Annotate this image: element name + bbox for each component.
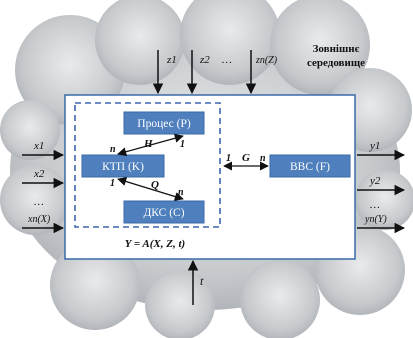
q-link — [117, 177, 184, 201]
h-link-n: n — [110, 144, 116, 155]
right-outputs: y1 y2 … yn(Y) — [357, 140, 406, 234]
y2-label: y2 — [369, 175, 381, 187]
vvs-block: ВВС (F) — [269, 154, 351, 178]
left-inputs: x1 x2 … xn(X) — [22, 140, 65, 234]
environment-label-line1: Зовнішнє — [313, 43, 360, 55]
x-ellipsis: … — [34, 196, 44, 208]
dks-block: ДКС (C) — [123, 200, 205, 224]
dks-block-label: ДКС (C) — [143, 207, 184, 219]
q-link-1: 1 — [110, 178, 115, 189]
vvs-block-label: ВВС (F) — [290, 161, 330, 173]
x2-label: x2 — [33, 168, 45, 180]
t-label: t — [200, 274, 204, 288]
ktp-block-label: КТП (K) — [102, 161, 144, 173]
yn-label: yn(Y) — [364, 214, 387, 225]
zn-label: zn(Z) — [255, 55, 278, 66]
g-link-n: n — [260, 153, 266, 164]
h-link — [117, 133, 184, 157]
g-link-1: 1 — [226, 153, 231, 164]
q-link-n: n — [178, 187, 184, 198]
environment-label-line2: середовище — [307, 57, 365, 69]
y-ellipsis: … — [370, 199, 380, 211]
top-inputs: z1 z2 … zn(Z) — [152, 50, 278, 95]
process-block: Процес (P) — [123, 111, 205, 135]
y1-label: y1 — [369, 140, 380, 152]
z1-label: z1 — [166, 54, 177, 66]
h-link-1: 1 — [180, 139, 185, 150]
z-ellipsis: … — [222, 54, 232, 66]
xn-label: xn(X) — [27, 214, 51, 225]
x1-label: x1 — [33, 140, 44, 152]
g-link-label: G — [242, 152, 250, 164]
ktp-block: КТП (K) — [81, 154, 165, 178]
h-link-label: H — [143, 138, 153, 150]
control-subsystem-boundary — [74, 102, 221, 228]
system-equation: Y = A(X, Z, t) — [125, 238, 185, 250]
q-link-label: Q — [151, 179, 159, 191]
process-block-label: Процес (P) — [137, 118, 191, 130]
z2-label: z2 — [199, 54, 210, 66]
